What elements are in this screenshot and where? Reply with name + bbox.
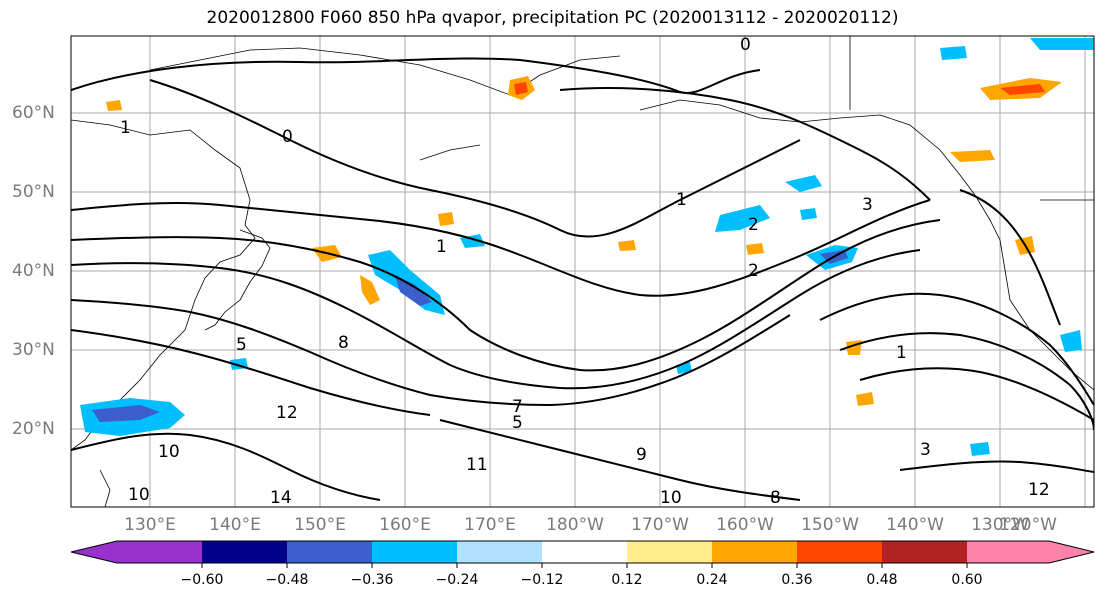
lat-label: 60°N [12, 103, 55, 123]
colorbar-outline [70, 540, 1095, 564]
contour-label-group: 0 1 1 1 2 2 3 5 5 7 8 9 10 10 11 12 14 0… [120, 35, 1050, 508]
colorbar-segment [71, 541, 117, 563]
contour-label: 5 [512, 413, 523, 433]
contour-label: 1 [120, 118, 131, 138]
contour-label: 9 [636, 445, 647, 465]
colorbar-segment [882, 541, 967, 563]
contour-label: 3 [862, 195, 873, 215]
lon-label: 160°E [379, 515, 431, 535]
lon-label: 130°W [971, 515, 1029, 535]
lon-label: 170°E [464, 515, 516, 535]
map-content: 0 1 1 1 2 2 3 5 5 7 8 9 10 10 11 12 14 0… [71, 35, 1094, 508]
map-title: 2020012800 F060 850 hPa qvapor, precipit… [206, 8, 899, 28]
contour-label: 10 [128, 485, 150, 505]
contour-label: 12 [1028, 480, 1050, 500]
lon-label: 150°W [801, 515, 859, 535]
contour-label: 8 [338, 333, 349, 353]
colorbar-segment [117, 541, 202, 563]
colorbar-tick-label: 0.60 [951, 572, 983, 588]
lon-label: 170°W [631, 515, 689, 535]
contour-label: 0 [740, 35, 751, 55]
lat-label: 20°N [12, 419, 55, 439]
colorbar-segment [202, 541, 287, 563]
contour-label: 1 [436, 237, 447, 257]
lon-label: 140°W [886, 515, 944, 535]
contour-label: 11 [466, 455, 488, 475]
colorbar-segment [627, 541, 712, 563]
colorbar-segment [457, 541, 542, 563]
map-frame [70, 35, 1095, 508]
contour-label: 0 [282, 127, 293, 147]
lon-label: 160°W [716, 515, 774, 535]
colorbar-tick-label: 0.24 [696, 572, 728, 588]
lat-label: 40°N [12, 261, 55, 281]
colorbar [70, 540, 1095, 568]
qvapor-contours [71, 57, 1094, 501]
colorbar-tick-label: −0.48 [265, 572, 309, 588]
contour-label: 3 [920, 440, 931, 460]
colorbar-segment [542, 541, 627, 563]
colorbar-segment [372, 541, 457, 563]
colorbar-segment [1049, 541, 1094, 563]
graticule [71, 36, 1094, 507]
colorbar-tick-label: −0.24 [435, 572, 479, 588]
colorbar-segment [967, 541, 1049, 563]
colorbar-tick-label: −0.36 [350, 572, 394, 588]
lon-label: 130°E [124, 515, 176, 535]
lon-label: 180°W [546, 515, 604, 535]
colorbar-tick-label: 0.48 [866, 572, 898, 588]
colorbar-tick-label: −0.12 [520, 572, 564, 588]
lat-label: 30°N [12, 340, 55, 360]
contour-label: 14 [270, 488, 292, 508]
contour-label: 7 [512, 397, 523, 417]
contour-label: 12 [276, 403, 298, 423]
contour-label: 5 [236, 335, 247, 355]
contour-label: 1 [676, 190, 687, 210]
colorbar-segment [797, 541, 882, 563]
contour-label: 8 [770, 488, 781, 508]
colorbar-tick-marks [201, 563, 968, 568]
contour-label: 10 [660, 488, 682, 508]
lon-label: 150°E [294, 515, 346, 535]
contour-label: 1 [896, 343, 907, 363]
lat-label: 50°N [12, 182, 55, 202]
colorbar-segment [287, 541, 372, 563]
contour-label: 10 [158, 442, 180, 462]
contour-label: 2 [748, 215, 759, 235]
colorbar-tick-label: −0.60 [180, 572, 224, 588]
lon-label: 120°W [999, 515, 1057, 535]
colorbar-segment [712, 541, 797, 563]
contour-label: 2 [748, 261, 759, 281]
lon-label: 140°E [209, 515, 261, 535]
colorbar-tick-label: 0.36 [781, 572, 813, 588]
colorbar-tick-label: 0.12 [611, 572, 643, 588]
